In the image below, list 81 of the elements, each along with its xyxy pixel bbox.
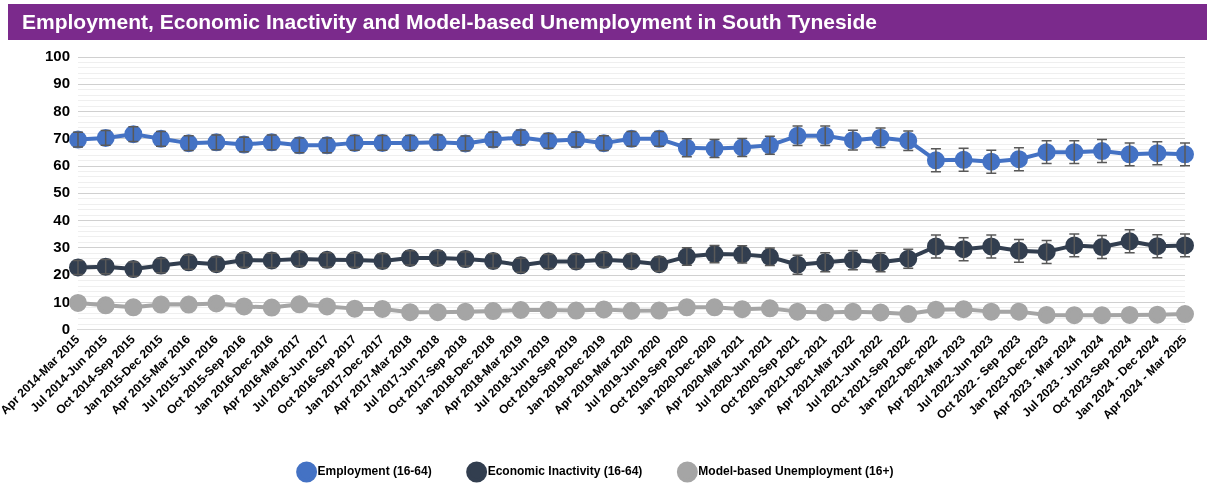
y-tick-label: 80 [53, 101, 70, 119]
y-tick-label: 40 [53, 210, 70, 228]
point [69, 293, 87, 312]
point [318, 250, 337, 269]
point [982, 302, 1001, 321]
point [926, 300, 945, 319]
point [484, 302, 503, 321]
point [456, 302, 475, 321]
point [152, 129, 171, 148]
y-tick-label: 50 [53, 183, 70, 201]
point [594, 134, 613, 153]
point [705, 298, 724, 317]
point [484, 130, 503, 149]
point [1092, 306, 1111, 325]
y-tick-label: 60 [53, 156, 70, 174]
point [1009, 302, 1028, 321]
legend-label: Economic Inactivity (16-64) [487, 464, 643, 479]
point [1065, 143, 1084, 162]
y-tick-label: 100 [44, 47, 70, 65]
point [511, 128, 530, 147]
point [262, 298, 281, 317]
point [318, 136, 337, 155]
point [788, 302, 807, 321]
point [871, 303, 890, 322]
legend-label: Employment (16-64) [317, 464, 432, 479]
point [235, 251, 254, 270]
point [401, 248, 420, 267]
point [318, 297, 337, 316]
point [373, 299, 392, 318]
point [760, 299, 779, 318]
point [152, 256, 171, 275]
point [594, 250, 613, 269]
point [290, 295, 309, 314]
point [594, 300, 613, 319]
point [96, 296, 115, 315]
point [677, 298, 696, 317]
point [1065, 306, 1084, 325]
point [401, 303, 420, 322]
point [567, 252, 586, 271]
point [1037, 143, 1056, 162]
point [484, 251, 503, 270]
y-tick-label: 70 [53, 128, 70, 146]
point [816, 303, 835, 322]
y-tick-label: 30 [53, 237, 70, 255]
point [428, 133, 447, 152]
point [1148, 305, 1167, 324]
point [843, 302, 862, 321]
point [511, 256, 530, 275]
point [345, 251, 364, 270]
point [511, 300, 530, 319]
point [650, 301, 669, 320]
point [428, 248, 447, 267]
point [1120, 305, 1139, 324]
point [179, 295, 198, 314]
y-tick-label: 0 [61, 319, 70, 337]
point [401, 133, 420, 152]
chart-title: Employment, Economic Inactivity and Model-based Unemployment in South Tyneside [8, 4, 1207, 40]
point [428, 303, 447, 322]
point [152, 295, 171, 314]
point [235, 297, 254, 316]
point [124, 298, 143, 317]
point [567, 130, 586, 149]
point [622, 301, 641, 320]
point [235, 135, 254, 154]
y-tick-label: 20 [53, 265, 70, 283]
point [733, 300, 752, 319]
point [345, 299, 364, 318]
point [345, 133, 364, 152]
y-tick-label: 10 [53, 292, 70, 310]
legend-label: Model-based Unemployment (16+) [698, 464, 894, 479]
point [567, 301, 586, 320]
y-tick-label: 90 [53, 74, 70, 92]
point [899, 305, 918, 324]
point [539, 300, 558, 319]
point [650, 255, 669, 274]
point [1037, 305, 1056, 324]
point [1037, 242, 1056, 261]
point [1176, 305, 1194, 324]
point [650, 129, 669, 148]
point [207, 294, 226, 313]
point [954, 300, 973, 319]
